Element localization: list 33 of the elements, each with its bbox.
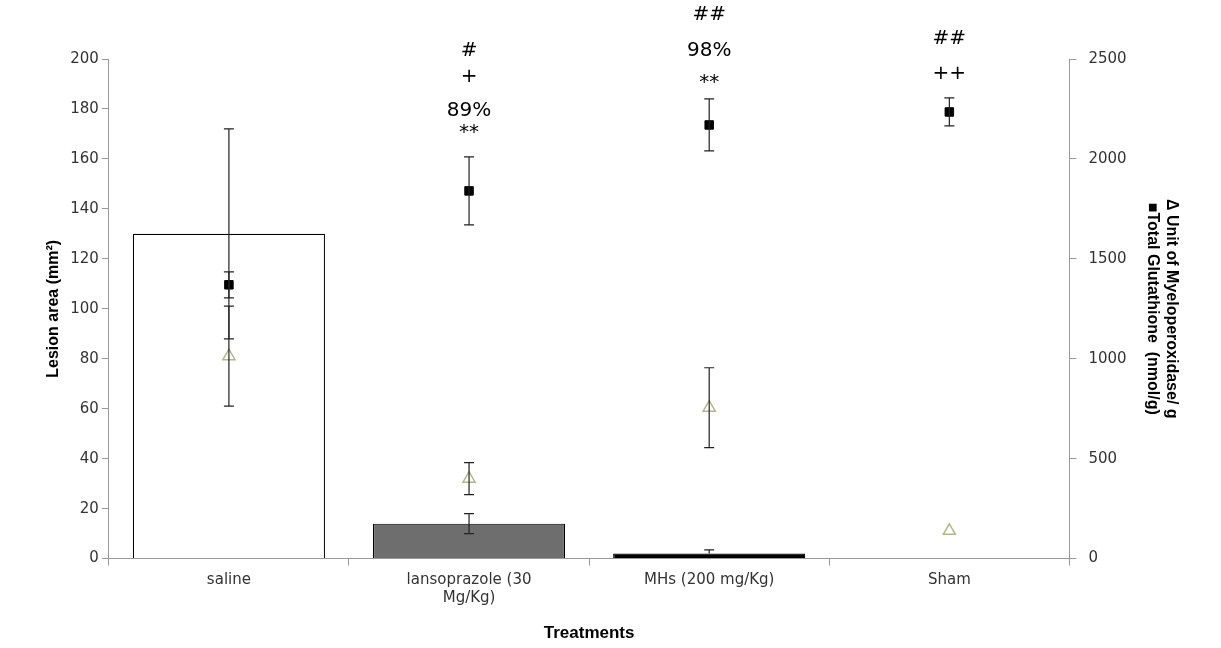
- y-axis-title: Lesion area (mm²): [44, 239, 62, 378]
- y-tick-label: 100: [70, 298, 99, 317]
- x-tick-label: lansoprazole (30 Mg/Kg): [406, 570, 532, 607]
- text: ##: [932, 25, 967, 50]
- y-tick-label: 180: [70, 98, 99, 117]
- y-tick-label: 40: [79, 448, 99, 467]
- y-tick-label: 60: [79, 398, 99, 417]
- x-tick-label: Sham: [927, 570, 971, 589]
- y-tick-label: 80: [79, 348, 99, 367]
- y-tick-label: 120: [70, 248, 99, 267]
- y-tick-label: 200: [70, 48, 99, 67]
- annotation: 89%: [446, 97, 492, 122]
- y-tick-label: 0: [89, 548, 99, 567]
- y2-tick-label: 500: [1088, 448, 1118, 467]
- x-tick-label: saline: [206, 570, 251, 589]
- annotation: +: [460, 63, 478, 88]
- annotation: **: [699, 69, 720, 94]
- annotation: #: [460, 37, 478, 62]
- text: ##: [692, 1, 726, 26]
- annotation: ++: [932, 60, 967, 85]
- annotation: **: [459, 119, 480, 144]
- y2-tick-label: 1000: [1088, 348, 1127, 367]
- x-axis-title: Treatments: [543, 623, 635, 643]
- y2-tick-label: 1500: [1088, 248, 1127, 267]
- y-tick-label: 20: [79, 498, 99, 517]
- x-tick-label: MHs (200 mg/Kg): [643, 570, 775, 589]
- y2-axis-title: Δ Unit of Myeloperoxidase/ g ■Total Glutathione (nmol/g): [1144, 199, 1181, 419]
- y2-tick-label: 2000: [1088, 148, 1127, 167]
- y-tick-label: 160: [70, 148, 99, 167]
- y2-tick-label: 0: [1088, 548, 1098, 567]
- y2-tick-label: 2500: [1088, 48, 1127, 67]
- annotation: 98%: [686, 37, 732, 62]
- y-tick-label: 140: [70, 198, 99, 217]
